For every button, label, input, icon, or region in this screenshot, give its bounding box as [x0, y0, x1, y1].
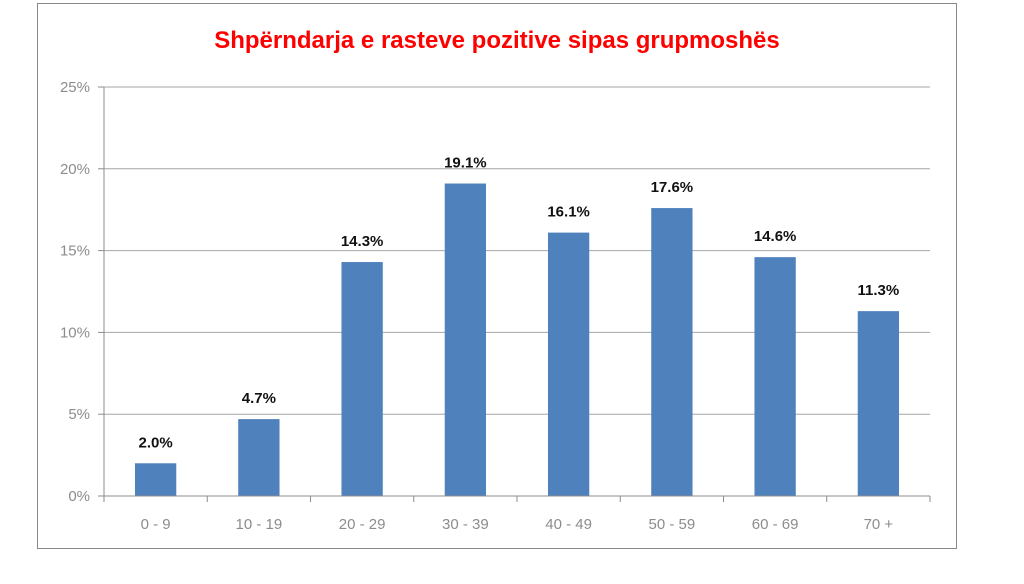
y-tick-label: 15% [60, 243, 90, 260]
x-tick-label: 50 - 59 [649, 516, 696, 533]
bar [754, 257, 796, 496]
data-label: 14.6% [754, 228, 797, 245]
data-label: 2.0% [139, 434, 173, 451]
data-label: 16.1% [547, 204, 590, 221]
gridlines [104, 86, 930, 415]
bars [134, 183, 900, 497]
data-label: 19.1% [444, 155, 487, 172]
y-tick-label: 10% [60, 324, 90, 341]
chart-title: Shpërndarja e rasteve pozitive sipas gru… [214, 27, 780, 54]
x-axis-ticks: 0 - 9 10 - 19 20 - 29 30 - 39 40 - 49 50 - 59… [103, 496, 931, 533]
x-tick-label: 10 - 19 [236, 516, 283, 533]
data-label: 14.3% [341, 233, 384, 250]
bar [134, 463, 177, 496]
bar [547, 232, 590, 496]
x-tick-label: 60 - 69 [752, 516, 799, 533]
y-tick-label: 0% [68, 488, 90, 505]
bar [651, 208, 693, 496]
bar [857, 311, 900, 496]
bar [341, 262, 383, 496]
bar [444, 183, 487, 497]
axes [103, 87, 930, 497]
y-tick-label: 25% [60, 79, 90, 96]
chart-frame [37, 3, 957, 549]
x-tick-label: 0 - 9 [141, 516, 171, 533]
y-tick-label: 5% [68, 406, 90, 423]
data-label: 4.7% [242, 390, 276, 407]
x-tick-label: 70 + [864, 516, 894, 533]
y-tick-label: 20% [60, 161, 90, 178]
x-tick-label: 40 - 49 [545, 516, 592, 533]
bar [238, 419, 280, 496]
data-label: 11.3% [858, 282, 900, 299]
x-tick-label: 20 - 29 [339, 516, 386, 533]
data-labels: 2.0% 4.7% 14.3% 19.1% 16.1% 17.6% 14.6% 11.3% [139, 155, 900, 452]
x-tick-label: 30 - 39 [442, 516, 489, 533]
data-label: 17.6% [651, 179, 694, 196]
y-axis-ticks: 0% 5% 10% 15% 20% 25% [60, 79, 104, 505]
